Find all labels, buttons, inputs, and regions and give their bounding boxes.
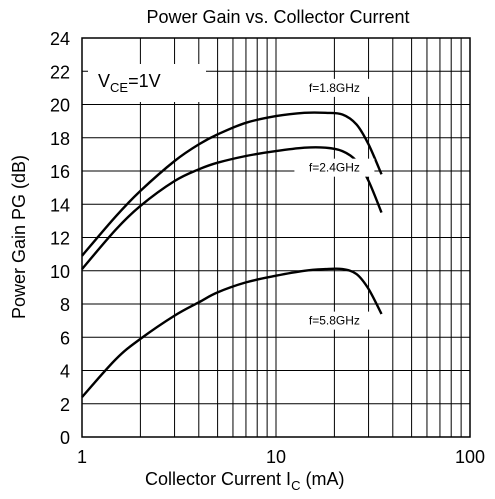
vce-main: V [98, 71, 110, 91]
x-axis-label: Collector Current IC (mA) [145, 469, 344, 493]
y-tick-label: 18 [50, 129, 70, 149]
x-tick-label: 10 [266, 447, 286, 467]
series-label-bg [294, 158, 375, 177]
series-label-bg [294, 311, 375, 330]
y-tick-label: 6 [60, 328, 70, 348]
plot-frame [81, 37, 471, 438]
grid [82, 38, 470, 437]
y-tick-label: 12 [50, 229, 70, 249]
series-label: f=1.8GHz [309, 81, 360, 95]
chart-title: Power Gain vs. Collector Current [146, 7, 409, 27]
y-tick-label: 8 [60, 295, 70, 315]
y-axis-label: Power Gain PG (dB) [9, 155, 29, 319]
x-tick-label: 1 [77, 447, 87, 467]
y-tick-label: 0 [60, 428, 70, 448]
y-tick-label: 20 [50, 96, 70, 116]
y-tick-label: 10 [50, 262, 70, 282]
y-tick-label: 4 [60, 362, 70, 382]
vce-sub: CE [110, 80, 128, 95]
series-curves [81, 111, 383, 398]
x-axis-label-main: Collector Current I [145, 469, 291, 489]
y-tick-label: 14 [50, 195, 70, 215]
series-labels: f=1.8GHz f=2.4GHz f=5.8GHz [294, 78, 375, 330]
vce-annotation: VCE=1V [88, 64, 206, 102]
y-tick-label: 24 [50, 29, 70, 49]
x-axis-label-unit: (mA) [300, 469, 344, 489]
x-tick-labels: 1 10 100 [77, 447, 485, 467]
x-tick-label: 100 [455, 447, 485, 467]
series-line [81, 111, 383, 257]
series-label: f=2.4GHz [309, 161, 360, 175]
y-tick-label: 2 [60, 395, 70, 415]
series-label-bg [294, 78, 375, 97]
y-tick-label: 16 [50, 162, 70, 182]
series-label: f=5.8GHz [309, 314, 360, 328]
svg-text:VCE=1V: VCE=1V [98, 71, 161, 95]
x-axis-label-sub: C [291, 478, 300, 493]
vce-rest: =1V [128, 71, 161, 91]
series-line [81, 267, 383, 398]
y-tick-label: 22 [50, 62, 70, 82]
